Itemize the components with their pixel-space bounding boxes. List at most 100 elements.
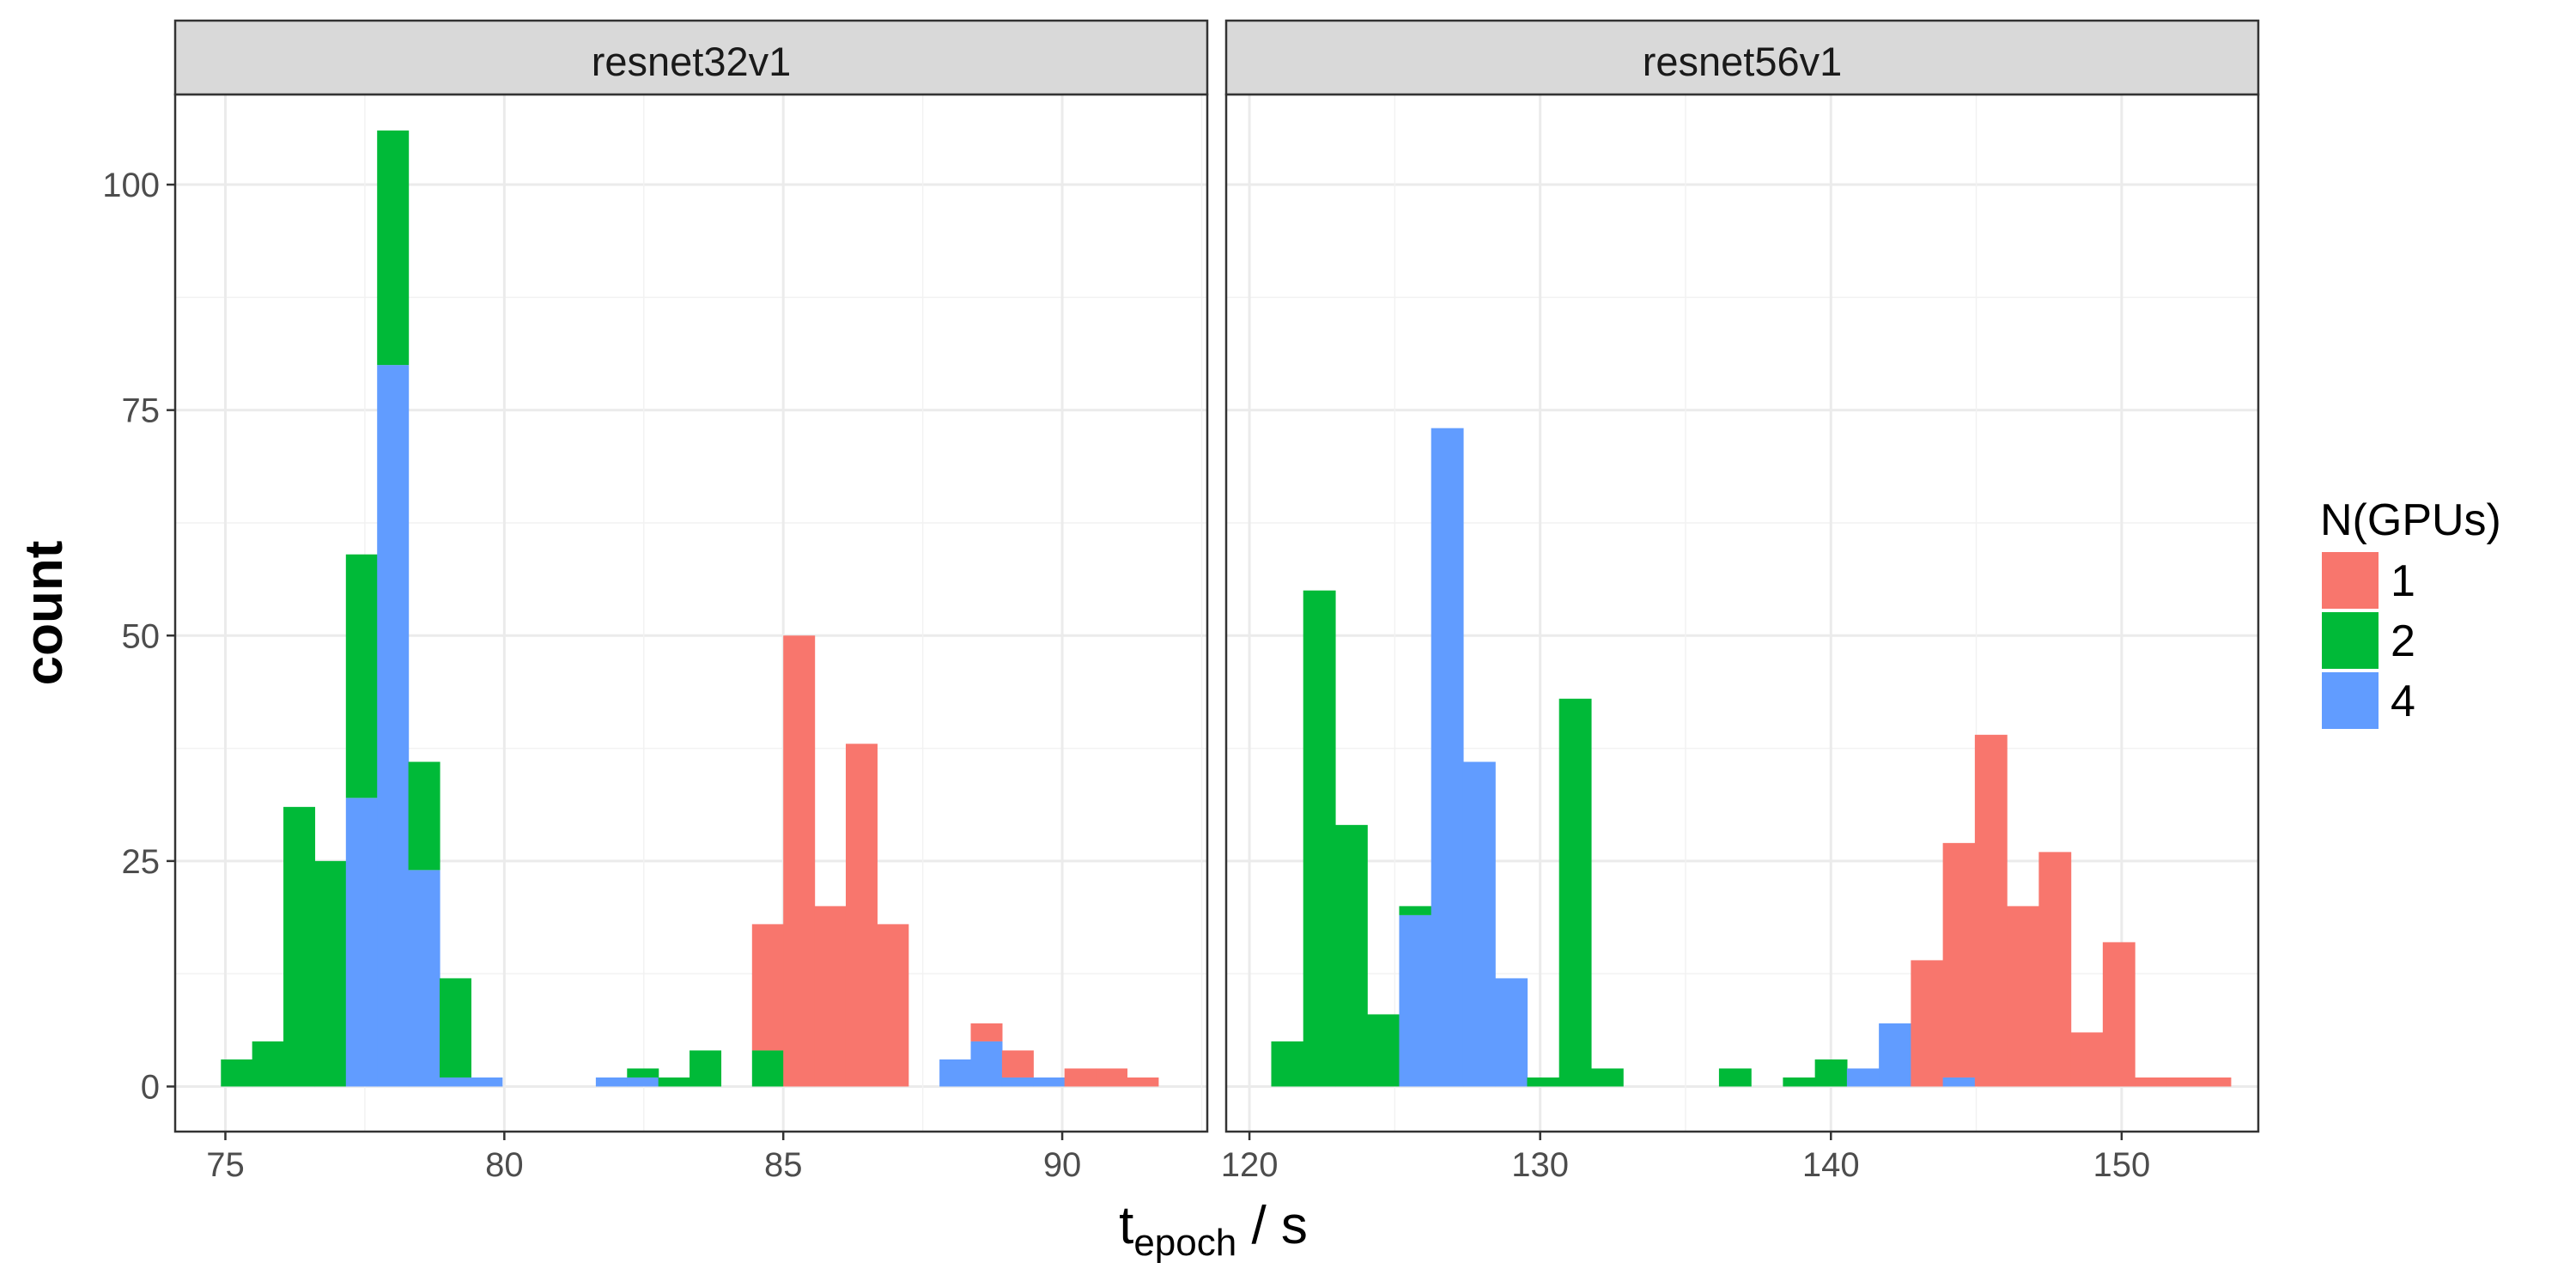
x-tick-label: 140 [1802,1146,1860,1184]
histogram-bar-2gpu [690,1050,722,1087]
x-tick-label: 85 [764,1146,803,1184]
histogram-bar-4gpu [1399,914,1432,1087]
x-axis-title-main: t [1119,1196,1133,1255]
histogram-bar-4gpu [408,870,440,1087]
histogram-bar-1gpu [970,1023,1003,1041]
histogram-bar-2gpu [751,1050,784,1087]
histogram-bar-1gpu [751,924,784,1051]
histogram-bar-2gpu [1367,1014,1400,1087]
x-axis-title-rest: / s [1236,1196,1308,1255]
histogram-bar-4gpu [471,1077,503,1087]
histogram-bar-4gpu [439,1077,471,1087]
histogram-bar-1gpu [1096,1068,1128,1087]
x-tick-label: 90 [1043,1146,1082,1184]
x-axis-title-subscript: epoch [1133,1222,1236,1264]
bars [221,131,1159,1087]
panel-resnet56v1: resnet56v1 120 130 140 150 [1221,19,2260,1184]
plot-background [1226,94,2258,1132]
histogram-bar-2gpu [314,860,347,1087]
y-tick-label: 100 [102,167,160,204]
histogram-bar-1gpu [845,744,878,1087]
legend-swatch-2 [2322,612,2379,669]
facet-strip-label: resnet56v1 [1643,39,1843,84]
histogram-bar-2gpu [1527,1077,1560,1087]
histogram-bar-4gpu [1846,1068,1880,1087]
histogram-bar-1gpu [2038,852,2072,1087]
histogram-bar-2gpu [1399,906,1432,915]
histogram-bar-4gpu [1431,428,1464,1087]
y-axis-title: count [15,541,74,686]
y-tick-label: 50 [122,617,161,655]
histogram-bar-2gpu [1718,1068,1752,1087]
facet-strip [173,19,1209,96]
histogram-bar-1gpu [877,924,909,1087]
histogram-bar-1gpu [2102,942,2136,1087]
histogram-bar-4gpu [939,1059,972,1087]
legend-title: N(GPUs) [2320,495,2501,545]
histogram-bar-4gpu [1462,762,1496,1087]
histogram-bar-1gpu [814,906,847,1087]
x-tick-label: 80 [485,1146,524,1184]
histogram-bar-4gpu [1942,1077,1976,1087]
legend-label-4: 4 [2391,677,2415,726]
histogram-bar-1gpu [2166,1077,2200,1087]
histogram-bar-2gpu [252,1041,284,1087]
histogram-bar-2gpu [1334,824,1368,1087]
histogram-bar-2gpu [1303,590,1336,1087]
histogram-bar-4gpu [970,1041,1003,1087]
histogram-bar-2gpu [1271,1041,1304,1087]
histogram-bar-1gpu [1127,1077,1159,1087]
facet-strip-label: resnet32v1 [592,39,792,84]
histogram-bar-4gpu [345,798,378,1087]
y-tick-label: 75 [122,392,161,430]
x-tick-label: 150 [2093,1146,2150,1184]
x-tick-label: 130 [1511,1146,1569,1184]
legend-label-1: 1 [2391,556,2415,606]
y-tick-label: 0 [141,1068,160,1106]
histogram-bar-2gpu [1814,1059,1848,1087]
histogram-bar-1gpu [2198,1077,2232,1087]
histogram-bar-4gpu [1495,978,1528,1087]
histogram-bar-2gpu [377,131,410,366]
legend-swatch-1 [2322,552,2379,609]
x-axis: 120 130 140 150 [1221,1132,2150,1184]
x-axis: 75 80 85 90 [206,1132,1081,1184]
histogram-bar-2gpu [1558,698,1592,1087]
histogram-bar-4gpu [377,365,410,1087]
histogram-bar-1gpu [2070,1032,2104,1087]
histogram-bar-2gpu [408,762,440,871]
panels-layer: resnet32v1 75 80 85 90 resnet56v1 120 130 140 150 [173,19,2260,1184]
x-tick-label: 75 [206,1146,245,1184]
histogram-bar-2gpu [658,1077,690,1087]
legend-swatch-4 [2322,672,2379,729]
histogram-bar-2gpu [439,978,471,1078]
y-tick-label: 25 [122,843,161,881]
histogram-bar-2gpu [283,806,316,1087]
histogram-bar-2gpu [1590,1068,1624,1087]
histogram-bar-1gpu [783,635,816,1087]
histogram-bar-4gpu [1001,1077,1034,1087]
facet-strip [1224,19,2260,96]
legend-label-2: 2 [2391,616,2415,666]
histogram-bar-1gpu [1942,842,1976,1078]
histogram-bar-4gpu [595,1077,628,1087]
histogram-bar-4gpu [627,1077,659,1087]
histogram-bar-2gpu [345,554,378,798]
histogram-bar-2gpu [1783,1077,1816,1087]
histogram-bar-1gpu [1064,1068,1097,1087]
x-axis-title: tepoch / s [1119,1196,1308,1264]
histogram-bar-1gpu [2135,1077,2167,1087]
bars [1271,428,2232,1087]
histogram-bar-2gpu [627,1068,659,1078]
histogram-bar-4gpu [1879,1023,1911,1087]
histogram-bar-2gpu [221,1059,253,1087]
panel-resnet32v1: resnet32v1 75 80 85 90 [173,19,1209,1184]
x-tick-label: 120 [1221,1146,1279,1184]
histogram-bar-1gpu [1001,1050,1034,1078]
y-axis: 0 25 50 75 100 [102,167,175,1106]
histogram-bar-1gpu [1974,734,2008,1087]
histogram-bar-1gpu [2007,906,2039,1087]
histogram-bar-4gpu [1033,1077,1066,1087]
histogram-bar-1gpu [1911,960,1944,1087]
